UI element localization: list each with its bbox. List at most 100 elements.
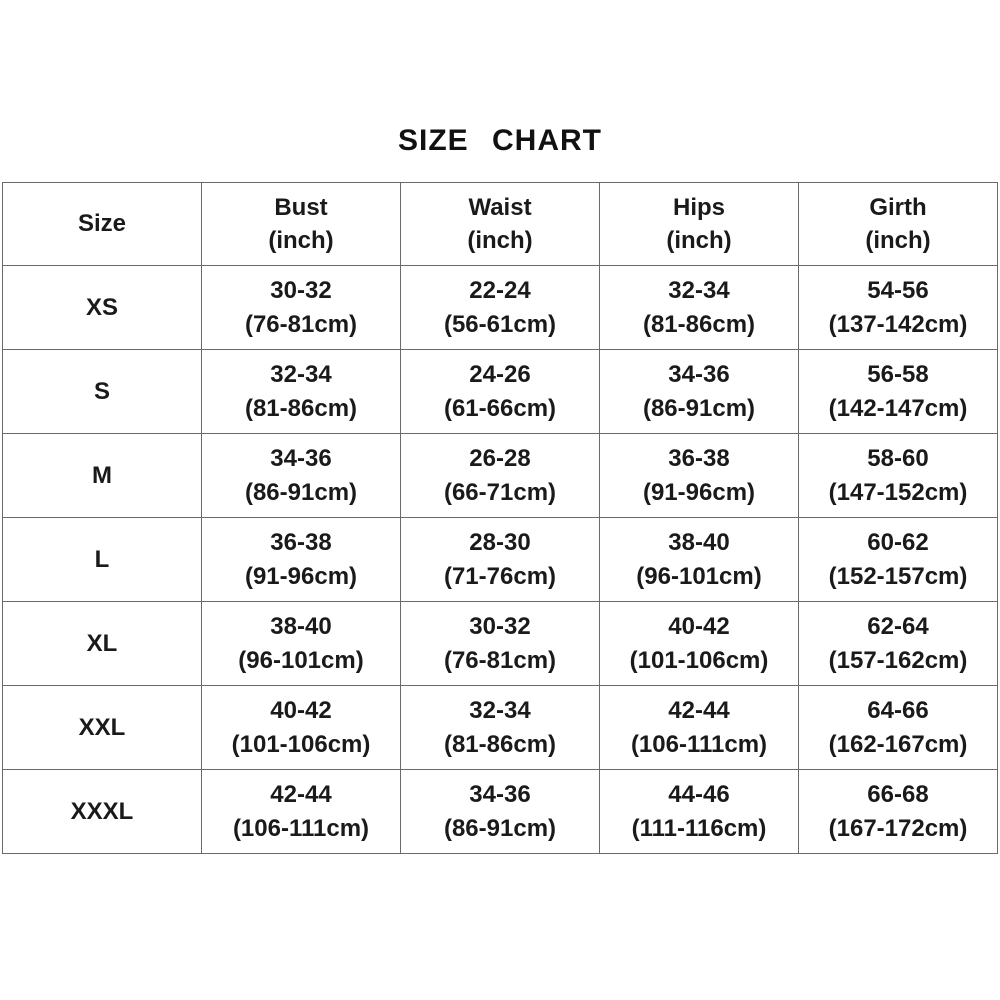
measurement-cell: 38-40 (96-101cm) — [201, 601, 401, 686]
cm-range: (81-86cm) — [244, 394, 358, 422]
cm-range: (71-76cm) — [443, 562, 557, 590]
measurement-cell: 54-56 (137-142cm) — [798, 265, 998, 350]
cm-range: (61-66cm) — [443, 394, 557, 422]
cm-range: (152-157cm) — [828, 562, 968, 590]
inch-range: 56-58 — [867, 361, 929, 389]
measurement-cell: 36-38 (91-96cm) — [599, 433, 799, 518]
column-label: Size — [77, 210, 127, 238]
size-chart-body: XS 30-32 (76-81cm) 22-24 (56-61cm) 32-34 (81-8… — [2, 265, 998, 854]
cm-range: (167-172cm) — [828, 814, 968, 842]
cm-range: (86-91cm) — [642, 394, 756, 422]
size-label: L — [94, 545, 110, 573]
inch-range: 38-40 — [270, 613, 332, 641]
size-label: XL — [86, 629, 118, 657]
measurement-cell: 26-28 (66-71cm) — [400, 433, 600, 518]
inch-range: 34-36 — [469, 781, 531, 809]
inch-range: 62-64 — [867, 613, 929, 641]
cm-range: (76-81cm) — [443, 646, 557, 674]
table-row: XL 38-40 (96-101cm) 30-32 (76-81cm) 40-42 (101… — [2, 601, 998, 686]
measurement-cell: 58-60 (147-152cm) — [798, 433, 998, 518]
column-unit: (inch) — [865, 227, 931, 254]
inch-range: 26-28 — [469, 445, 531, 473]
column-header-size: Size — [2, 182, 202, 266]
cm-range: (56-61cm) — [443, 310, 557, 338]
page-title: SIZE CHART — [398, 124, 602, 157]
cm-range: (106-111cm) — [232, 814, 370, 842]
cm-range: (111-116cm) — [631, 814, 767, 842]
inch-range: 42-44 — [270, 781, 332, 809]
column-label: Waist — [468, 193, 532, 221]
cm-range: (137-142cm) — [828, 310, 968, 338]
cm-range: (86-91cm) — [244, 478, 358, 506]
column-header-waist: Waist (inch) — [400, 182, 600, 266]
measurement-cell: 24-26 (61-66cm) — [400, 349, 600, 434]
measurement-cell: 42-44 (106-111cm) — [599, 685, 799, 770]
cm-range: (96-101cm) — [238, 646, 364, 674]
table-row: XS 30-32 (76-81cm) 22-24 (56-61cm) 32-34 (81-8… — [2, 265, 998, 350]
column-header-girth: Girth (inch) — [798, 182, 998, 266]
inch-range: 58-60 — [867, 445, 929, 473]
measurement-cell: 34-36 (86-91cm) — [201, 433, 401, 518]
size-cell: XL — [2, 601, 202, 686]
cm-range: (81-86cm) — [443, 730, 557, 758]
table-row: XXXL 42-44 (106-111cm) 34-36 (86-91cm) 44-46 (… — [2, 769, 998, 854]
size-label: M — [92, 461, 112, 489]
cm-range: (96-101cm) — [636, 562, 762, 590]
table-row: L 36-38 (91-96cm) 28-30 (71-76cm) 38-40 (96-10… — [2, 517, 998, 602]
column-unit: (inch) — [467, 227, 533, 254]
measurement-cell: 64-66 (162-167cm) — [798, 685, 998, 770]
size-cell: L — [2, 517, 202, 602]
measurement-cell: 36-38 (91-96cm) — [201, 517, 401, 602]
header-row: Size Bust (inch) Waist (inch) Hips (inch… — [2, 182, 998, 266]
measurement-cell: 34-36 (86-91cm) — [599, 349, 799, 434]
cm-range: (147-152cm) — [828, 478, 968, 506]
cm-range: (91-96cm) — [244, 562, 358, 590]
cm-range: (86-91cm) — [443, 814, 557, 842]
inch-range: 32-34 — [668, 277, 730, 305]
measurement-cell: 22-24 (56-61cm) — [400, 265, 600, 350]
measurement-cell: 30-32 (76-81cm) — [400, 601, 600, 686]
inch-range: 28-30 — [469, 529, 531, 557]
column-header-bust: Bust (inch) — [201, 182, 401, 266]
inch-range: 24-26 — [469, 361, 531, 389]
cm-range: (101-106cm) — [231, 730, 371, 758]
size-chart-header: Size Bust (inch) Waist (inch) Hips (inch… — [2, 182, 998, 266]
column-unit: (inch) — [268, 227, 334, 254]
column-header-hips: Hips (inch) — [599, 182, 799, 266]
measurement-cell: 62-64 (157-162cm) — [798, 601, 998, 686]
cm-range: (106-111cm) — [630, 730, 768, 758]
inch-range: 32-34 — [469, 697, 531, 725]
column-unit: (inch) — [666, 227, 732, 254]
measurement-cell: 38-40 (96-101cm) — [599, 517, 799, 602]
measurement-cell: 34-36 (86-91cm) — [400, 769, 600, 854]
inch-range: 36-38 — [668, 445, 730, 473]
size-cell: S — [2, 349, 202, 434]
inch-range: 38-40 — [668, 529, 730, 557]
measurement-cell: 28-30 (71-76cm) — [400, 517, 600, 602]
size-cell: XXL — [2, 685, 202, 770]
inch-range: 32-34 — [270, 361, 332, 389]
size-chart-table: Size Bust (inch) Waist (inch) Hips (inch… — [2, 182, 998, 854]
table-row: S 32-34 (81-86cm) 24-26 (61-66cm) 34-36 (86-91… — [2, 349, 998, 434]
measurement-cell: 44-46 (111-116cm) — [599, 769, 799, 854]
measurement-cell: 60-62 (152-157cm) — [798, 517, 998, 602]
inch-range: 40-42 — [668, 613, 730, 641]
inch-range: 34-36 — [668, 361, 730, 389]
inch-range: 34-36 — [270, 445, 332, 473]
measurement-cell: 66-68 (167-172cm) — [798, 769, 998, 854]
measurement-cell: 40-42 (101-106cm) — [201, 685, 401, 770]
measurement-cell: 32-34 (81-86cm) — [201, 349, 401, 434]
inch-range: 54-56 — [867, 277, 929, 305]
size-cell: XXXL — [2, 769, 202, 854]
measurement-cell: 32-34 (81-86cm) — [599, 265, 799, 350]
cm-range: (162-167cm) — [828, 730, 968, 758]
size-label: XS — [85, 293, 118, 321]
inch-range: 64-66 — [867, 697, 929, 725]
inch-range: 66-68 — [867, 781, 929, 809]
column-label: Bust — [274, 193, 328, 221]
inch-range: 42-44 — [668, 697, 730, 725]
inch-range: 40-42 — [270, 697, 332, 725]
measurement-cell: 42-44 (106-111cm) — [201, 769, 401, 854]
cm-range: (101-106cm) — [629, 646, 769, 674]
size-label: XXL — [78, 713, 126, 741]
